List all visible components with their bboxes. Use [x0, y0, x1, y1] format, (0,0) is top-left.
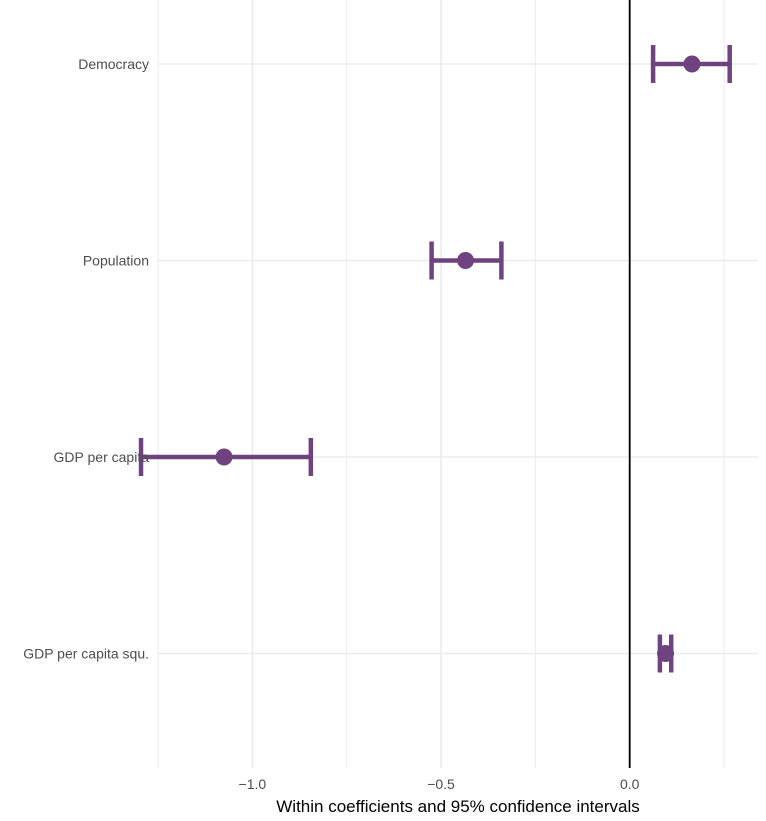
category-label: Democracy — [78, 56, 149, 72]
x-tick-labels: −1.0 −0.5 0.0 — [239, 776, 640, 792]
coefficient-marks — [138, 45, 732, 673]
estimate-point — [457, 252, 475, 269]
coefficient-mark — [650, 45, 732, 83]
category-label: Population — [83, 253, 149, 269]
minor-gridlines — [157, 0, 725, 768]
category-label: GDP per capita squ. — [23, 646, 149, 662]
category-labels: Democracy Population GDP per capita GDP per… — [23, 56, 149, 662]
coefficient-mark — [657, 634, 675, 673]
coefficient-mark — [138, 438, 314, 476]
x-tick-label: −1.0 — [239, 776, 267, 792]
x-axis-title: Within coefficients and 95% confidence i… — [276, 797, 640, 816]
estimate-point — [683, 55, 701, 73]
category-label: GDP per capita — [54, 449, 150, 465]
x-tick-label: −0.5 — [427, 776, 455, 792]
x-tick-label: 0.0 — [620, 776, 640, 792]
estimate-point — [215, 448, 233, 466]
estimate-point — [657, 645, 675, 662]
coefficient-mark — [429, 241, 504, 280]
category-gridlines — [158, 63, 758, 655]
